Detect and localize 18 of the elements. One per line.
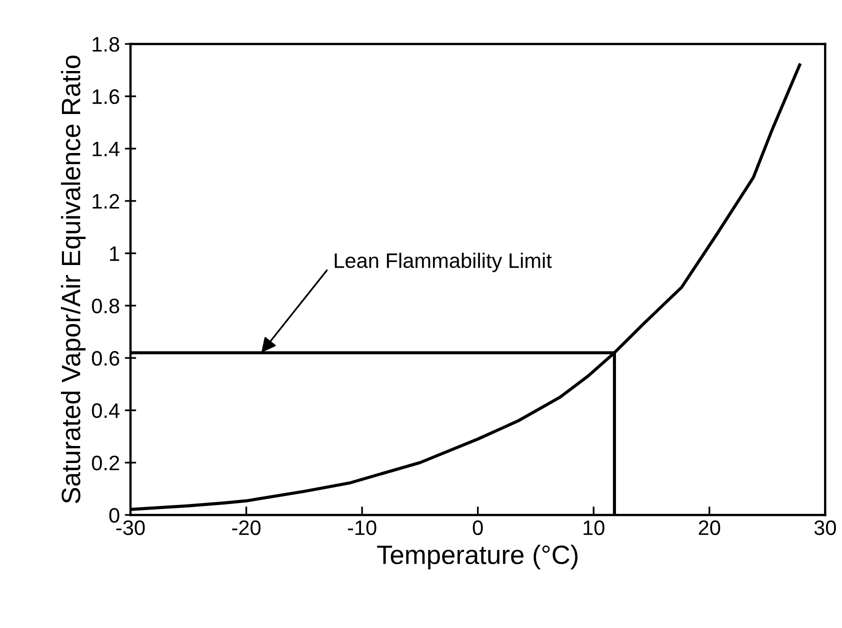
y-tick-label: 1 [110,246,120,261]
y-tick-label: 1.8 [92,36,120,52]
y-tick-label: 0.6 [92,350,120,366]
x-tick-label: -20 [232,520,261,536]
y-axis-title: Saturated Vapor/Air Equivalence Ratio [60,56,86,504]
x-tick-label: 10 [584,520,604,536]
y-tick-label: 0.4 [92,403,120,418]
annotation: Lean Flammability Limit [334,252,552,272]
y-tick-label: 1.6 [92,89,120,104]
x-axis-title: Temperature (°C) [377,544,578,570]
x-tick-label: 0 [472,520,483,536]
y-tick-label: 0.2 [92,456,120,470]
y-tick-label: 1.2 [92,194,120,209]
x-tick-label: 20 [698,520,720,536]
y-tick-label: 0.8 [92,298,120,314]
y-tick-label: 1.4 [92,142,120,156]
x-tick-label: -10 [348,520,376,536]
x-tick-label: 30 [814,520,836,536]
